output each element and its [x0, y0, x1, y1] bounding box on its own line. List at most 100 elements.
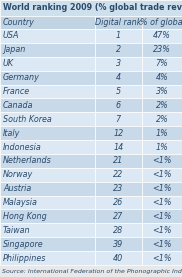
- Bar: [142, 57, 182, 71]
- Bar: [95, 16, 142, 29]
- Bar: [95, 112, 142, 126]
- Text: 22: 22: [113, 170, 123, 179]
- Bar: [95, 98, 142, 112]
- Text: South Korea: South Korea: [3, 115, 52, 124]
- Bar: [0, 84, 95, 98]
- Text: Norway: Norway: [3, 170, 33, 179]
- Text: 1: 1: [116, 32, 121, 40]
- Text: Taiwan: Taiwan: [3, 226, 31, 235]
- Bar: [0, 16, 95, 29]
- Text: 39: 39: [113, 240, 123, 249]
- Text: 23: 23: [113, 184, 123, 193]
- Bar: [142, 154, 182, 168]
- Text: 21: 21: [113, 157, 123, 165]
- Text: 40: 40: [113, 253, 123, 263]
- Bar: [95, 182, 142, 196]
- Bar: [142, 209, 182, 223]
- Text: 5: 5: [116, 87, 121, 96]
- Bar: [95, 29, 142, 43]
- Bar: [95, 196, 142, 209]
- Text: 28: 28: [113, 226, 123, 235]
- Text: 23%: 23%: [153, 45, 171, 54]
- Text: 26: 26: [113, 198, 123, 207]
- Bar: [95, 223, 142, 237]
- Text: 2%: 2%: [156, 101, 168, 110]
- Bar: [95, 154, 142, 168]
- Bar: [142, 98, 182, 112]
- Text: 3%: 3%: [156, 87, 168, 96]
- Bar: [142, 140, 182, 154]
- Bar: [142, 112, 182, 126]
- Bar: [95, 43, 142, 57]
- Text: <1%: <1%: [152, 170, 172, 179]
- Bar: [95, 84, 142, 98]
- Text: Indonesia: Indonesia: [3, 142, 42, 152]
- Bar: [142, 16, 182, 29]
- Text: 4%: 4%: [156, 73, 168, 82]
- Text: 1%: 1%: [156, 142, 168, 152]
- Text: Germany: Germany: [3, 73, 40, 82]
- Bar: [142, 71, 182, 84]
- Bar: [0, 98, 95, 112]
- Bar: [0, 43, 95, 57]
- Text: Italy: Italy: [3, 129, 20, 138]
- Text: 1%: 1%: [156, 129, 168, 138]
- Text: Austria: Austria: [3, 184, 31, 193]
- Bar: [0, 209, 95, 223]
- Text: <1%: <1%: [152, 198, 172, 207]
- Bar: [0, 168, 95, 182]
- Bar: [0, 196, 95, 209]
- Bar: [0, 112, 95, 126]
- Bar: [95, 237, 142, 251]
- Text: Japan: Japan: [3, 45, 25, 54]
- Text: Philippines: Philippines: [3, 253, 46, 263]
- Text: 47%: 47%: [153, 32, 171, 40]
- Text: <1%: <1%: [152, 157, 172, 165]
- Bar: [0, 251, 95, 265]
- Text: 2: 2: [116, 45, 121, 54]
- Text: France: France: [3, 87, 30, 96]
- Text: Singapore: Singapore: [3, 240, 44, 249]
- Text: Country: Country: [3, 18, 35, 27]
- Bar: [0, 223, 95, 237]
- Text: <1%: <1%: [152, 240, 172, 249]
- Bar: [142, 84, 182, 98]
- Text: <1%: <1%: [152, 226, 172, 235]
- Bar: [95, 251, 142, 265]
- Bar: [95, 57, 142, 71]
- Text: 3: 3: [116, 59, 121, 68]
- Text: USA: USA: [3, 32, 19, 40]
- Bar: [0, 237, 95, 251]
- Bar: [0, 0, 182, 16]
- Text: Digital rank: Digital rank: [95, 18, 141, 27]
- Text: 7: 7: [116, 115, 121, 124]
- Bar: [0, 71, 95, 84]
- Bar: [142, 126, 182, 140]
- Text: 12: 12: [113, 129, 123, 138]
- Text: Canada: Canada: [3, 101, 33, 110]
- Bar: [142, 237, 182, 251]
- Text: Malaysia: Malaysia: [3, 198, 38, 207]
- Text: Source: International Federation of the Phonographic Industry (IF...: Source: International Federation of the …: [2, 268, 182, 273]
- Bar: [142, 251, 182, 265]
- Bar: [142, 43, 182, 57]
- Bar: [142, 168, 182, 182]
- Bar: [0, 154, 95, 168]
- Text: 27: 27: [113, 212, 123, 221]
- Text: % of global: % of global: [140, 18, 182, 27]
- Bar: [142, 29, 182, 43]
- Text: 2%: 2%: [156, 115, 168, 124]
- Text: 6: 6: [116, 101, 121, 110]
- Bar: [95, 140, 142, 154]
- Bar: [0, 57, 95, 71]
- Bar: [0, 140, 95, 154]
- Text: <1%: <1%: [152, 253, 172, 263]
- Text: <1%: <1%: [152, 184, 172, 193]
- Bar: [142, 182, 182, 196]
- Bar: [95, 126, 142, 140]
- Bar: [142, 196, 182, 209]
- Text: 4: 4: [116, 73, 121, 82]
- Text: UK: UK: [3, 59, 14, 68]
- Bar: [95, 71, 142, 84]
- Text: 7%: 7%: [156, 59, 168, 68]
